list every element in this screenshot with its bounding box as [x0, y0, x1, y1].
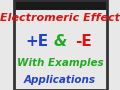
Text: With Examples: With Examples [17, 58, 103, 68]
Text: -E: -E [75, 34, 92, 49]
Text: Electromeric Effect: Electromeric Effect [0, 13, 120, 23]
Text: &: & [53, 34, 67, 49]
Text: +E: +E [25, 34, 48, 49]
FancyBboxPatch shape [13, 0, 107, 10]
Text: Applications: Applications [24, 75, 96, 85]
